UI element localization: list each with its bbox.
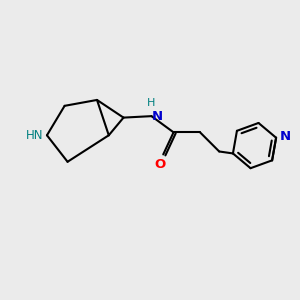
Text: H: H: [147, 98, 156, 108]
Text: N: N: [280, 130, 291, 143]
Text: O: O: [154, 158, 165, 171]
Text: HN: HN: [26, 129, 44, 142]
Text: N: N: [152, 110, 163, 123]
